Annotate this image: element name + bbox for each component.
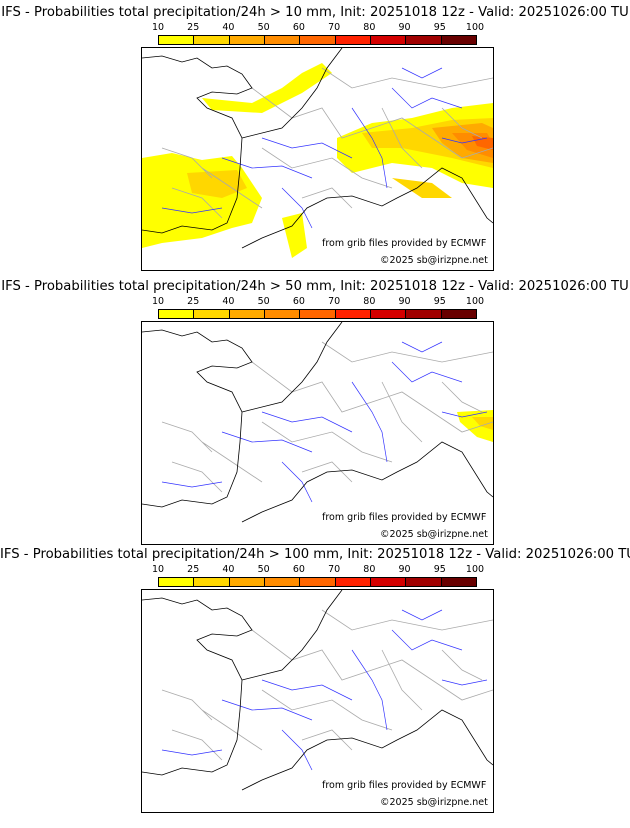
- colorbar-cell: [229, 36, 265, 44]
- colorbar-cell: [300, 310, 336, 318]
- colorbar-tick: 10: [151, 22, 165, 33]
- colorbar-cell: [194, 578, 230, 586]
- colorbar-tick: 95: [433, 22, 446, 33]
- colorbar-cell: [406, 310, 442, 318]
- colorbar-cell: [370, 310, 407, 318]
- colorbar-cell: [264, 36, 301, 44]
- colorbar-tick: 40: [222, 296, 235, 307]
- colorbar-cell: [370, 578, 407, 586]
- coastline: [142, 48, 493, 249]
- colorbar-tick: 10: [151, 296, 165, 307]
- panel-title: IFS - Probabilities total precipitation/…: [1, 279, 629, 294]
- colorbar-cell: [300, 578, 336, 586]
- colorbar-tick: 50: [257, 564, 270, 575]
- colorbar-tick: 50: [257, 22, 270, 33]
- source-credit: from grib files provided by ECMWF: [322, 512, 487, 523]
- map-panel-100mm: IFS - Probabilities total precipitation/…: [0, 547, 630, 815]
- colorbar-cell: [264, 310, 301, 318]
- colorbar-cell: [441, 36, 476, 44]
- map-panel-50mm: IFS - Probabilities total precipitation/…: [0, 279, 630, 547]
- colorbar-cell: [194, 310, 230, 318]
- copyright: ©2025 sb@irizpne.net: [380, 529, 488, 540]
- coastline: [142, 590, 493, 791]
- colorbar: [158, 309, 477, 319]
- source-credit: from grib files provided by ECMWF: [322, 238, 487, 249]
- colorbar-tick: 100: [465, 296, 485, 307]
- colorbar: [158, 35, 477, 45]
- colorbar-tick: 40: [222, 564, 235, 575]
- colorbar-tick: 60: [292, 22, 305, 33]
- colorbar-tick: 25: [187, 296, 200, 307]
- copyright: ©2025 sb@irizpne.net: [380, 255, 488, 266]
- colorbar-tick: 90: [398, 22, 411, 33]
- colorbar-cell: [159, 578, 195, 586]
- colorbar-tick: 60: [292, 296, 305, 307]
- coastline: [142, 322, 493, 523]
- map-graphic: [142, 322, 493, 523]
- rivers: [161, 341, 488, 503]
- colorbar-tick: 95: [433, 564, 446, 575]
- colorbar-tick: 95: [433, 296, 446, 307]
- borders: [161, 67, 493, 219]
- colorbar-tick: 70: [328, 22, 341, 33]
- rivers: [161, 67, 488, 229]
- colorbar-cell: [406, 36, 442, 44]
- colorbar-cell: [159, 36, 195, 44]
- colorbar-cell: [300, 36, 336, 44]
- colorbar-cell: [406, 578, 442, 586]
- colorbar-cell: [370, 36, 407, 44]
- colorbar: [158, 577, 477, 587]
- colorbar-cell: [229, 578, 265, 586]
- colorbar-tick: 80: [363, 564, 376, 575]
- precip-probability-fill: [457, 410, 493, 442]
- colorbar-tick: 10: [151, 564, 165, 575]
- colorbar-cell: [229, 310, 265, 318]
- colorbar-tick: 80: [363, 22, 376, 33]
- colorbar-cell: [335, 578, 371, 586]
- colorbar-tick: 25: [187, 22, 200, 33]
- colorbar-tick: 60: [292, 564, 305, 575]
- colorbar-tick: 80: [363, 296, 376, 307]
- borders: [161, 341, 493, 493]
- colorbar-cell: [335, 310, 371, 318]
- colorbar-cell: [441, 578, 476, 586]
- colorbar-tick: 90: [398, 296, 411, 307]
- colorbar-tick: 70: [328, 296, 341, 307]
- map: from grib files provided by ECMWF ©2025 …: [141, 321, 494, 545]
- colorbar-cell: [264, 578, 301, 586]
- colorbar-ticks: 10 25 40 50 60 70 80 90 95 100: [152, 22, 484, 33]
- map-graphic: [142, 48, 493, 258]
- borders: [161, 609, 493, 761]
- map: from grib files provided by ECMWF ©2025 …: [141, 589, 494, 813]
- colorbar-cell: [159, 310, 195, 318]
- colorbar-cell: [335, 36, 371, 44]
- map-graphic: [142, 590, 493, 791]
- panel-title: IFS - Probabilities total precipitation/…: [0, 547, 630, 562]
- colorbar-tick: 100: [465, 22, 485, 33]
- colorbar-tick: 70: [328, 564, 341, 575]
- copyright: ©2025 sb@irizpne.net: [380, 797, 488, 808]
- colorbar-tick: 100: [465, 564, 485, 575]
- panel-title: IFS - Probabilities total precipitation/…: [1, 5, 629, 20]
- colorbar-cell: [441, 310, 476, 318]
- colorbar-cell: [194, 36, 230, 44]
- colorbar-ticks: 10 25 40 50 60 70 80 90 95 100: [152, 564, 484, 575]
- colorbar-tick: 25: [187, 564, 200, 575]
- rivers: [161, 609, 488, 771]
- map: from grib files provided by ECMWF ©2025 …: [141, 47, 494, 271]
- precip-probability-fill: [142, 63, 493, 258]
- source-credit: from grib files provided by ECMWF: [322, 780, 487, 791]
- map-panel-10mm: IFS - Probabilities total precipitation/…: [0, 5, 630, 273]
- colorbar-tick: 90: [398, 564, 411, 575]
- colorbar-tick: 50: [257, 296, 270, 307]
- colorbar-tick: 40: [222, 22, 235, 33]
- colorbar-ticks: 10 25 40 50 60 70 80 90 95 100: [152, 296, 484, 307]
